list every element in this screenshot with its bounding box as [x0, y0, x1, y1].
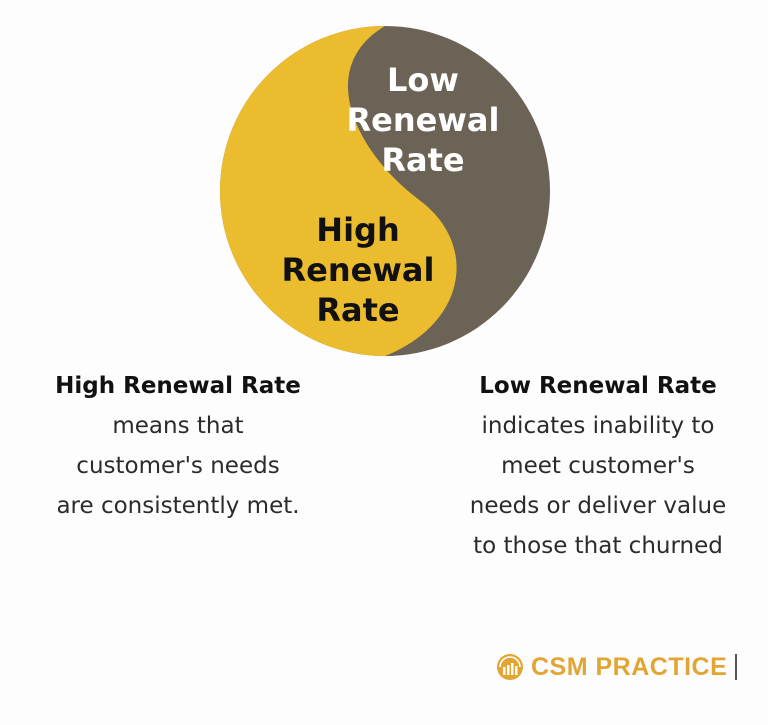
low-renewal-description: Low Renewal Rate indicates inability to … [438, 366, 758, 566]
high-label-line: High [316, 211, 400, 249]
high-renewal-line: are consistently met. [56, 493, 300, 519]
brand-divider [735, 654, 738, 680]
low-renewal-line: meet customer's [501, 453, 695, 479]
renewal-rate-diagram [220, 26, 550, 356]
high-renewal-line: customer's needs [76, 453, 280, 479]
low-renewal-line: indicates inability to [481, 413, 715, 439]
low-label-line: Low [387, 61, 459, 99]
high-label-line: Renewal [281, 251, 435, 289]
high-renewal-title: High Renewal Rate [55, 373, 301, 399]
high-renewal-region [220, 26, 457, 356]
low-label-line: Renewal [346, 101, 500, 139]
high-label-line: Rate [316, 291, 400, 329]
low-renewal-line: needs or deliver value [469, 493, 727, 519]
high-renewal-line: means that [112, 413, 244, 439]
brand-logo-lockup: CSM PRACTICE [496, 652, 738, 682]
high-renewal-rate-label: High Renewal Rate [258, 210, 458, 330]
brand-name: CSM PRACTICE [531, 652, 728, 681]
bar-chart-circle-icon [497, 654, 523, 680]
low-renewal-line: to those that churned [473, 533, 723, 559]
high-renewal-description: High Renewal Rate means that customer's … [18, 366, 338, 526]
low-label-line: Rate [381, 141, 465, 179]
low-renewal-title: Low Renewal Rate [479, 373, 717, 399]
low-renewal-rate-label: Low Renewal Rate [323, 60, 523, 180]
